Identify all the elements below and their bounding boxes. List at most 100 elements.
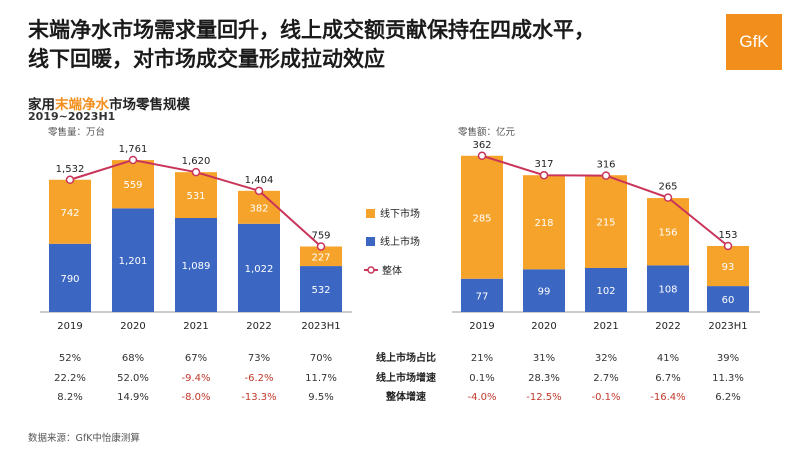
volume-bar-online-2019	[49, 243, 91, 312]
volume-bar-offline-2022	[238, 190, 280, 224]
volume-online_share-2019: 52%	[59, 353, 81, 364]
volume-online_growth-2022: -6.2%	[244, 373, 273, 384]
volume-label-total-2020: 1,761	[119, 144, 148, 155]
volume-total-point-2023H1	[316, 242, 326, 251]
value-unit-label: 零售额：亿元	[458, 126, 516, 138]
volume-label-online-2022: 1,022	[245, 264, 274, 275]
subtitle-highlight: 末端净水	[55, 97, 109, 113]
value-label-online-2023H1: 60	[722, 295, 735, 306]
value-category-2022: 2022	[655, 321, 680, 332]
value-total_growth-2019: -4.0%	[467, 392, 496, 403]
metrics-table: 线上市场占比 52% 68% 67% 73% 70% 21% 31% 32% 41% 39% 线上市场…	[54, 351, 744, 403]
value-total-point-2020	[539, 170, 549, 180]
volume-bar-online-2021	[175, 218, 217, 312]
legend-offline-swatch	[366, 209, 375, 218]
value-label-offline-2020: 218	[534, 218, 553, 229]
volume-online_growth-2021: -9.4%	[181, 373, 210, 384]
value-bar-online-2023H1	[707, 286, 749, 312]
volume-label-offline-2021: 531	[186, 191, 205, 202]
headline-line-1: 末端净水市场需求量回升，线上成交额贡献保持在四成水平，	[28, 18, 595, 42]
value-total-point-2019	[477, 151, 487, 161]
value-bar-offline-2023H1	[707, 245, 749, 287]
volume-online_growth-2023H1: 11.7%	[305, 373, 337, 384]
value-label-online-2019: 77	[476, 291, 489, 302]
volume-bar-online-2023H1	[300, 266, 342, 312]
row-label-total_growth: 整体增速	[385, 390, 426, 403]
volume-label-total-2019: 1,532	[56, 164, 85, 175]
volume-category-2019: 2019	[57, 321, 82, 332]
value-label-offline-2019: 285	[472, 213, 491, 224]
subtitle-suffix: 市场零售规模	[109, 97, 190, 113]
value-label-online-2020: 99	[538, 287, 551, 298]
volume-label-offline-2019: 742	[60, 208, 79, 219]
value-online_growth-2019: 0.1%	[469, 373, 494, 384]
volume-bar-offline-2023H1	[300, 246, 342, 267]
value-bar-online-2021	[585, 267, 627, 312]
volume-category-2021: 2021	[183, 321, 208, 332]
value-online_growth-2023H1: 11.3%	[712, 373, 744, 384]
value-label-total-2023H1: 153	[718, 230, 737, 241]
value-label-offline-2021: 215	[596, 218, 615, 229]
volume-label-total-2022: 1,404	[245, 175, 274, 186]
gfk-logo: GfK	[726, 14, 782, 70]
value-online_share-2023H1: 39%	[717, 353, 739, 364]
value-label-total-2021: 316	[596, 160, 615, 171]
chart-subtitle: 家用末端净水市场零售规模	[28, 93, 190, 113]
value-chart: 零售额：亿元 77 285 362 2019 99 218 317 2020 102 215 316 2…	[452, 126, 760, 332]
volume-bar-online-2020	[112, 208, 154, 312]
value-category-2019: 2019	[469, 321, 494, 332]
volume-total_growth-2023H1: 9.5%	[308, 392, 333, 403]
value-total_growth-2022: -16.4%	[650, 392, 685, 403]
volume-bar-offline-2019	[49, 179, 91, 244]
volume-online_share-2023H1: 70%	[310, 353, 332, 364]
value-total_growth-2023H1: 6.2%	[715, 392, 740, 403]
volume-label-offline-2022: 382	[249, 203, 268, 214]
volume-online_share-2021: 67%	[185, 353, 207, 364]
value-total_growth-2021: -0.1%	[591, 392, 620, 403]
value-bar-online-2022	[647, 265, 689, 312]
value-bar-online-2019	[461, 278, 503, 312]
volume-online_share-2022: 73%	[248, 353, 270, 364]
volume-total_growth-2021: -8.0%	[181, 392, 210, 403]
value-online_growth-2020: 28.3%	[528, 373, 560, 384]
volume-total-point-2019	[65, 175, 75, 185]
value-online_growth-2021: 2.7%	[593, 373, 618, 384]
value-label-total-2022: 265	[658, 182, 677, 193]
volume-unit-label: 零售量：万台	[48, 126, 105, 138]
value-label-offline-2022: 156	[658, 228, 677, 239]
volume-bar-online-2022	[238, 223, 280, 312]
legend-offline-label: 线下市场	[380, 207, 420, 220]
value-bar-offline-2020	[523, 175, 565, 270]
volume-category-2020: 2020	[120, 321, 145, 332]
value-category-2020: 2020	[531, 321, 556, 332]
value-bar-online-2020	[523, 269, 565, 312]
logo-text: GfK	[739, 32, 769, 51]
value-category-2021: 2021	[593, 321, 618, 332]
legend-online-label: 线上市场	[380, 235, 420, 248]
value-bar-offline-2021	[585, 175, 627, 268]
value-total-point-2022	[663, 193, 673, 202]
legend-total-label: 整体	[382, 264, 402, 277]
volume-total_growth-2020: 14.9%	[117, 392, 149, 403]
volume-category-2022: 2022	[246, 321, 271, 332]
value-label-online-2022: 108	[658, 285, 677, 296]
volume-label-total-2021: 1,620	[182, 156, 211, 167]
volume-total-point-2021	[191, 167, 201, 177]
value-total-point-2021	[601, 171, 611, 180]
volume-chart: 零售量：万台 790 742 1,532 2019 1,201 559 1,761 2020 1,…	[40, 126, 352, 332]
data-source: 数据来源：GfK中怡康测算	[28, 433, 140, 444]
subtitle-prefix: 家用	[28, 97, 55, 113]
volume-label-offline-2023H1: 227	[311, 252, 330, 263]
volume-online_share-2020: 68%	[122, 353, 144, 364]
headline-line-2: 线下回暖，对市场成交量形成拉动效应	[28, 47, 385, 71]
value-total_growth-2020: -12.5%	[526, 392, 561, 403]
legend-online-swatch	[366, 237, 375, 246]
volume-total_growth-2019: 8.2%	[57, 392, 82, 403]
volume-label-online-2021: 1,089	[182, 261, 211, 272]
volume-label-online-2020: 1,201	[119, 256, 148, 267]
volume-label-online-2023H1: 532	[311, 285, 330, 296]
value-online_share-2021: 32%	[595, 353, 617, 364]
volume-label-offline-2020: 559	[123, 180, 142, 191]
volume-total-point-2020	[128, 155, 138, 165]
